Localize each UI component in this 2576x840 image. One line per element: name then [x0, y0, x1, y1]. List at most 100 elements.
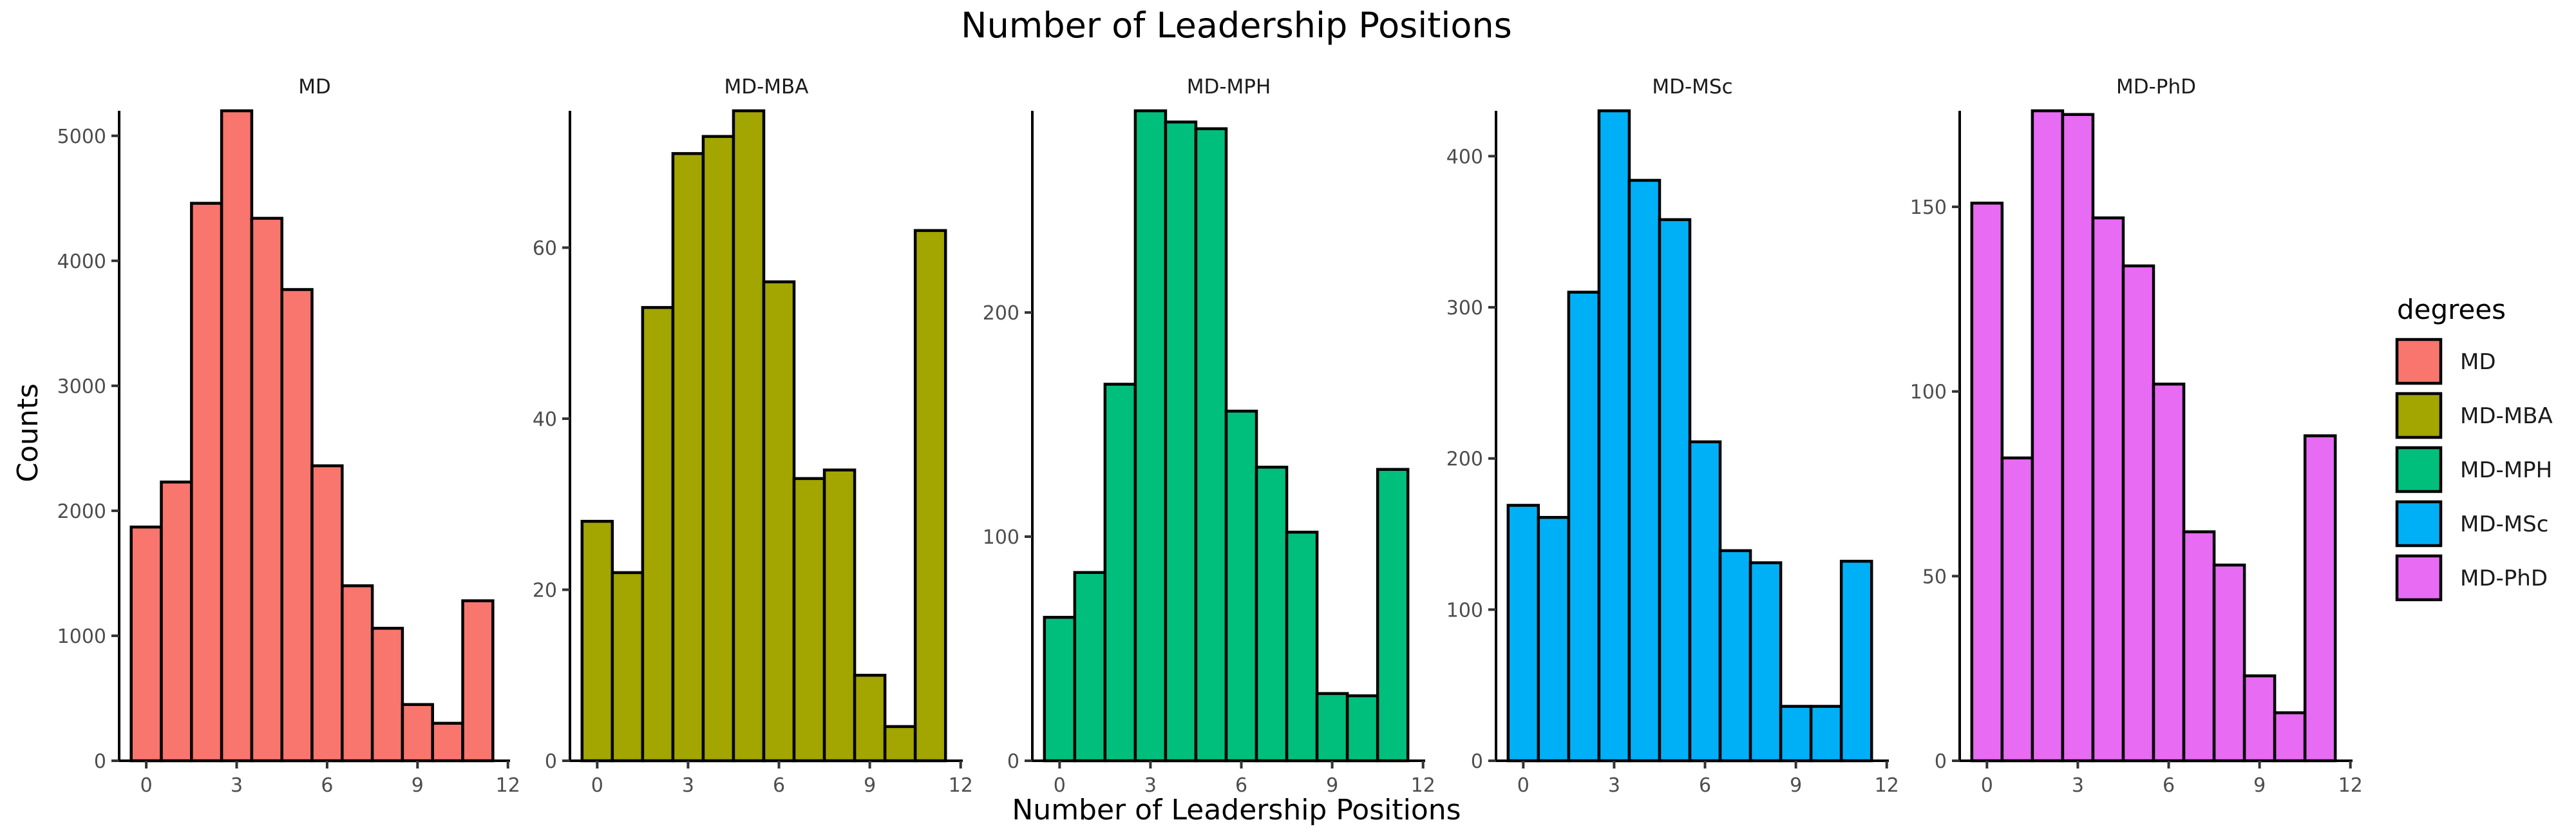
histogram-bar — [2212, 563, 2246, 763]
histogram-bar — [792, 477, 826, 763]
histogram-bar — [280, 288, 314, 763]
y-tick-label: 3000 — [57, 376, 106, 398]
x-tick-label: 12 — [2338, 774, 2363, 797]
histogram-bar — [762, 280, 796, 763]
panel-md-mba: MD-MBA 0 20 40 60 0 3 6 9 12 — [533, 75, 973, 797]
panel-title: MD-MSc — [1652, 75, 1732, 99]
panel-title: MD-PhD — [2116, 75, 2196, 99]
histogram-bar — [2061, 113, 2095, 763]
y-tick-label: 2000 — [57, 501, 106, 523]
legend-label: MD-MPH — [2460, 457, 2552, 483]
histogram-bar — [1748, 561, 1783, 763]
histogram-bar — [1688, 440, 1722, 763]
histogram-bar — [611, 571, 645, 763]
x-tick-label: 0 — [1054, 774, 1066, 797]
histogram-bar — [1658, 218, 1692, 763]
legend-label: MD-MSc — [2460, 511, 2548, 537]
y-tick-label: 0 — [1935, 750, 1947, 773]
legend-swatch — [2395, 392, 2443, 439]
histogram-bar — [580, 520, 614, 763]
histogram-bar — [701, 135, 735, 763]
histogram-bar — [341, 584, 374, 763]
histogram-bar — [1597, 109, 1631, 763]
y-tick-label: 150 — [1910, 196, 1947, 219]
chart-title: Number of Leadership Positions — [961, 5, 1512, 46]
histogram-bar — [2091, 216, 2125, 763]
legend-item: MD-PhD — [2395, 554, 2548, 602]
histogram-bar — [2182, 530, 2216, 763]
histogram-bar — [732, 109, 766, 763]
panel-title: MD-MPH — [1187, 75, 1271, 99]
y-tick-label: 0 — [94, 750, 106, 773]
histogram-bar — [1194, 127, 1228, 763]
histogram-bar — [1567, 291, 1601, 763]
x-tick-label: 3 — [1144, 774, 1157, 797]
x-tick-label: 12 — [496, 774, 520, 797]
histogram-bar — [1103, 383, 1137, 763]
histogram-bar — [1718, 549, 1752, 763]
y-tick-label: 0 — [1471, 750, 1483, 773]
x-tick-label: 0 — [1517, 774, 1530, 797]
legend-label: MD-MBA — [2460, 403, 2553, 429]
histogram-bar — [1839, 560, 1873, 763]
histogram-bar — [1970, 202, 2004, 763]
y-tick-label: 200 — [983, 302, 1019, 325]
histogram-bar — [1133, 109, 1168, 763]
x-tick-label: 3 — [231, 774, 243, 797]
panel-md-msc: MD-MSc 0 100 200 300 400 0 3 6 9 12 — [1446, 75, 1899, 797]
y-tick-label: 20 — [533, 579, 557, 602]
y-axis-label: Counts — [12, 383, 44, 482]
y-tick-label: 100 — [1446, 599, 1483, 622]
histogram-bar — [1506, 504, 1540, 763]
y-tick-label: 0 — [1007, 750, 1019, 773]
y-tick-label: 5000 — [57, 126, 106, 148]
histogram-bar — [461, 599, 495, 763]
histogram-bar — [2273, 711, 2307, 763]
histogram-bar — [1779, 705, 1813, 763]
legend-item: MD-MPH — [2395, 446, 2552, 493]
histogram-bar — [671, 152, 705, 763]
legend: degrees MD MD-MBA MD-MPH MD-MSc MD-PhD — [2395, 294, 2553, 602]
histogram-bar — [431, 721, 464, 763]
histogram-bar — [913, 229, 947, 763]
y-tick-label: 200 — [1446, 448, 1483, 471]
histogram-bar — [1345, 694, 1379, 763]
histogram-bar — [2031, 109, 2065, 763]
x-tick-label: 0 — [591, 774, 603, 797]
histogram-bar — [160, 481, 193, 763]
legend-label: MD — [2460, 349, 2496, 375]
histogram-bar — [2242, 674, 2277, 763]
histogram-bar — [220, 109, 254, 763]
panel-md-mph: MD-MPH 0 100 200 0 3 6 9 12 — [983, 75, 1435, 797]
legend-swatch — [2395, 338, 2443, 385]
y-tick-label: 100 — [1910, 381, 1947, 404]
histogram-bar — [853, 673, 887, 763]
histogram-bar — [1537, 515, 1571, 763]
x-tick-label: 12 — [1411, 774, 1435, 797]
x-tick-label: 6 — [2163, 774, 2175, 797]
x-axis-label: Number of Leadership Positions — [1012, 794, 1461, 826]
histogram-bar — [1255, 465, 1289, 763]
histogram-bar — [310, 464, 344, 763]
y-tick-label: 400 — [1446, 146, 1483, 168]
histogram-bar — [2121, 264, 2155, 763]
panel-title: MD — [298, 75, 331, 99]
histogram-bar — [1809, 705, 1843, 763]
legend-swatch — [2395, 446, 2443, 493]
x-tick-label: 12 — [1875, 774, 1899, 797]
x-tick-label: 9 — [2253, 774, 2266, 797]
histogram-bar — [129, 525, 163, 763]
x-tick-label: 0 — [1981, 774, 1993, 797]
histogram-bar — [250, 216, 283, 763]
legend-item: MD — [2395, 338, 2496, 385]
histogram-bar — [2152, 382, 2186, 763]
y-tick-label: 40 — [533, 408, 557, 431]
histogram-bar — [883, 725, 917, 763]
histogram-bar — [370, 627, 404, 763]
x-tick-label: 9 — [1326, 774, 1338, 797]
legend-item: MD-MBA — [2395, 392, 2553, 439]
y-tick-label: 50 — [1922, 566, 1947, 588]
panel-md: MD 0 1000 2000 3000 4000 5000 0 3 6 9 12 — [57, 75, 520, 797]
y-tick-label: 0 — [545, 750, 557, 773]
